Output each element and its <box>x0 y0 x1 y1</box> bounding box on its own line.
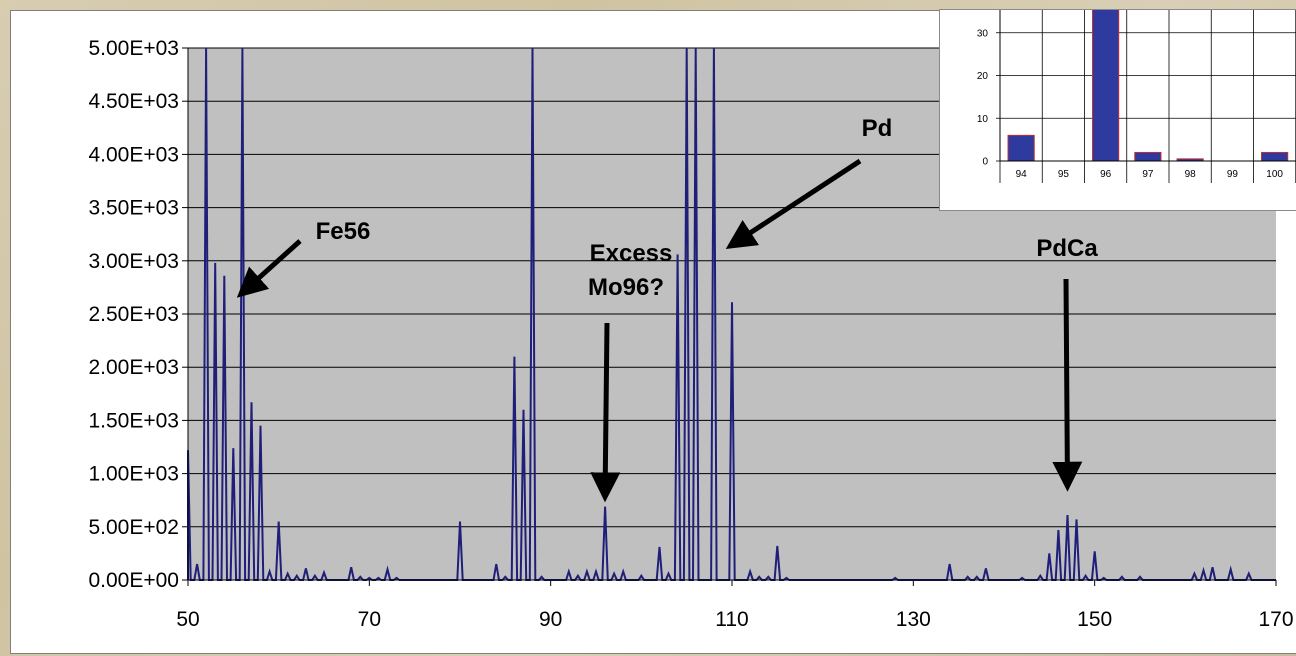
inset-x-tick-label: 94 <box>1016 169 1028 180</box>
inset-bar <box>1134 151 1162 162</box>
inset-y-tick-label: 20 <box>977 71 989 82</box>
y-tick-label: 0.00E+00 <box>88 569 179 592</box>
inset-x-tick-label: 99 <box>1227 169 1239 180</box>
inset-x-tick-label: 100 <box>1266 169 1283 180</box>
annotation-arrow <box>236 239 302 298</box>
y-tick-label: 2.50E+03 <box>88 303 179 326</box>
y-tick-label: 4.00E+03 <box>88 143 179 166</box>
x-tick-label: 110 <box>715 608 748 631</box>
y-tick-label: 2.00E+03 <box>88 356 179 379</box>
inset-y-tick-label: 0 <box>982 157 988 168</box>
inset-bar-chart-svg: 010203040949596979899100101 <box>977 0 1296 183</box>
annotation-arrow <box>1052 278 1083 492</box>
inset-bar <box>1007 134 1035 162</box>
x-tick-label: 150 <box>1077 608 1112 631</box>
y-tick-label: 3.50E+03 <box>88 197 179 220</box>
x-tick-label: 130 <box>896 608 931 631</box>
annotation-label-line2: Mo96? <box>588 274 664 301</box>
x-tick-label: 50 <box>176 608 199 631</box>
x-tick-label: 90 <box>539 608 562 631</box>
annotation-label: Pd <box>862 115 893 142</box>
y-tick-label: 5.00E+03 <box>88 37 179 60</box>
inset-x-tick-label: 96 <box>1100 169 1112 180</box>
annotation-arrow <box>590 322 621 503</box>
inset-y-tick-label: 30 <box>977 28 989 39</box>
inset-x-tick-label: 95 <box>1058 169 1070 180</box>
x-tick-label: 170 <box>1258 608 1293 631</box>
y-tick-label: 1.00E+03 <box>88 463 179 486</box>
y-tick-label: 1.50E+03 <box>88 409 179 432</box>
inset-x-tick-label: 97 <box>1142 169 1154 180</box>
annotation-label: Fe56 <box>316 218 371 245</box>
inset-x-tick-label: 98 <box>1185 169 1197 180</box>
annotation-label: Excess <box>590 240 673 267</box>
x-tick-label: 70 <box>358 608 381 631</box>
y-tick-label: 5.00E+02 <box>88 516 179 539</box>
inset-bar-chart: 010203040949596979899100101 <box>939 0 1296 211</box>
inset-y-tick-label: 10 <box>977 114 989 125</box>
inset-plot-area <box>1000 0 1296 161</box>
inset-bar <box>1261 151 1289 162</box>
annotation-label: PdCa <box>1036 235 1098 262</box>
inset-bar <box>1092 0 1120 162</box>
chart-frame: 0.00E+00 5.00E+02 1.00E+03 1.50E+03 2.00E+03… <box>10 0 1296 654</box>
y-tick-label: 3.00E+03 <box>88 250 179 273</box>
y-tick-label: 4.50E+03 <box>88 90 179 113</box>
annotation-arrow <box>725 158 862 249</box>
